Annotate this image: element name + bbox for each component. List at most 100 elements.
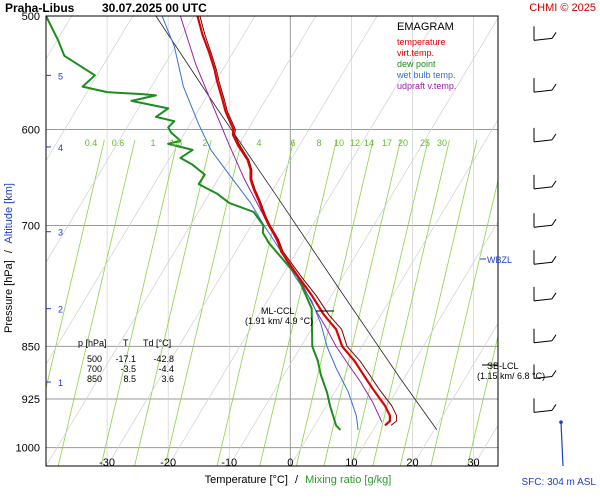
altitude-tick-label: 4 <box>58 143 63 153</box>
altitude-tick-label: 5 <box>58 71 63 81</box>
legend-virt-temp: virt.temp. <box>397 48 434 58</box>
wind-barb <box>533 286 557 302</box>
wind-barb <box>533 213 557 228</box>
legend-updraft: udpraft v.temp. <box>397 81 456 91</box>
svg-text:Temperature [°C] /: Temperature [°C] / Mixing ratio [g/kg] <box>205 474 392 486</box>
mixing-ratio-label: 14 <box>364 138 374 148</box>
table-header-p: p [hPa] <box>78 338 107 348</box>
mixing-ratio-label: 10 <box>334 138 344 148</box>
skew-isotherm <box>473 424 498 466</box>
x-tick-label: 30 <box>467 457 479 469</box>
mixing-ratio-line <box>57 139 136 466</box>
mixing-ratio-line <box>372 139 450 466</box>
wind-barb <box>533 328 557 344</box>
mixing-ratio-line <box>504 140 581 466</box>
y-tick-label: 700 <box>22 221 40 233</box>
axis-ticks: 0.4 0.6 1 1.5 2 4 6 8 10 12 14 17 20 25 30500600700850… <box>16 11 480 469</box>
wind-barb <box>533 250 557 265</box>
mixing-ratio-line <box>296 139 374 466</box>
wbzl-label: WBZL <box>487 255 512 265</box>
table-cell: 3.6 <box>161 374 174 384</box>
isotherm-lines <box>46 16 498 466</box>
table-cell: -3.5 <box>120 364 136 374</box>
mixing-ratio-label: 2 <box>202 138 207 148</box>
altitude-tick-label: 2 <box>58 305 63 315</box>
legend-temperature: temperature <box>397 37 446 47</box>
y-tick-label: 500 <box>22 11 40 23</box>
station-name: Praha-Libus <box>5 1 75 15</box>
skew-isotherm <box>290 119 498 466</box>
skew-isotherm <box>46 16 256 365</box>
x-tick-label: 0 <box>287 457 293 469</box>
skew-isotherm <box>46 16 134 162</box>
y-tick-label: 925 <box>22 394 40 406</box>
y-axis-separator: / <box>3 249 15 253</box>
mixing-ratio-line <box>46 139 105 390</box>
mixing-ratio-label: 8 <box>316 138 321 148</box>
ml-ccl-detail: (1.91 km/ 4.9 °C) <box>245 316 313 326</box>
y-tick-label: 600 <box>22 125 40 137</box>
legend: EMAGRAM temperature virt.temp. dew point… <box>396 21 456 91</box>
mixing-ratio-line <box>430 178 498 466</box>
y-axis-title: Pressure [hPa] / Altitude [km] <box>3 183 15 333</box>
table-header-t: T <box>123 338 129 348</box>
altitude-tick-label: 1 <box>58 378 63 388</box>
chart-title: EMAGRAM <box>397 21 454 33</box>
surface-altitude: SFC: 304 m ASL <box>522 477 597 488</box>
mixing-ratio-label: 6 <box>290 138 295 148</box>
wbzl-annotation: WBZL <box>480 255 512 265</box>
mixing-ratio-label: 0.6 <box>112 138 125 148</box>
x-axis-label-mixing: Mixing ratio [g/kg] <box>305 474 391 486</box>
mixing-ratio-line <box>399 139 478 466</box>
grid-layer <box>46 16 498 466</box>
y-axis-label-altitude: Altitude [km] <box>3 183 15 244</box>
plot-frame <box>45 15 499 467</box>
table-header-td: Td [°C] <box>143 338 171 348</box>
mixing-ratio-label: 0.4 <box>85 138 98 148</box>
mixing-ratio-lines <box>46 139 581 466</box>
wind-barb <box>533 364 557 380</box>
mixing-ratio-label: 12 <box>350 138 360 148</box>
summary-table: p [hPa] T Td [°C] 500 -17.1 -42.8 700 -3… <box>78 338 174 384</box>
x-tick-label: -20 <box>160 457 176 469</box>
x-tick-label: -10 <box>221 457 237 469</box>
mixing-ratio-line <box>351 139 429 466</box>
mixing-ratio-line <box>164 139 243 466</box>
profile-lines <box>46 16 438 431</box>
table-cell: 850 <box>87 374 102 384</box>
wind-barb <box>533 127 557 143</box>
series-temperature <box>196 16 391 427</box>
wind-barb <box>533 26 557 41</box>
skew-isotherm <box>167 16 439 466</box>
mixing-ratio-label: 4 <box>256 138 261 148</box>
x-axis-title: Temperature [°C] / Mixing ratio [g/kg] <box>205 474 392 486</box>
x-tick-label: 20 <box>406 457 418 469</box>
altitude-tick-label: 3 <box>58 228 63 238</box>
mixing-ratio-label: 1.5 <box>170 138 183 148</box>
legend-wet-bulb: wet bulb temp. <box>396 70 456 80</box>
mixing-ratio-line <box>259 139 337 466</box>
x-axis-separator: / <box>295 474 299 486</box>
x-tick-label: -30 <box>99 457 115 469</box>
sb-lcl-label: SB-LCL <box>487 361 519 371</box>
mixing-ratio-line <box>100 139 179 466</box>
series-udpraft-v-temp <box>179 16 383 423</box>
table-cell: 8.5 <box>123 374 136 384</box>
wind-barbs <box>533 26 564 467</box>
skew-isotherm <box>228 17 498 466</box>
ml-ccl-annotation: ML-CCL (1.91 km/ 4.9 °C) <box>245 306 334 326</box>
mixing-ratio-label: 20 <box>398 138 408 148</box>
dry-adiabat <box>155 16 438 431</box>
wind-barb <box>533 174 557 190</box>
mixing-ratio-line <box>467 334 498 466</box>
sb-lcl-detail: (1.15 km/ 6.8 °C) <box>477 371 545 381</box>
y-tick-label: 1000 <box>16 443 40 455</box>
mixing-ratio-line <box>216 139 295 466</box>
mixing-ratio-label: 17 <box>382 138 392 148</box>
wind-barb <box>533 398 557 413</box>
table-cell: -4.4 <box>158 364 174 374</box>
copyright-label: CHMI © 2025 <box>529 2 596 14</box>
table-cell: -17.1 <box>115 354 136 364</box>
table-cell: -42.8 <box>153 354 174 364</box>
